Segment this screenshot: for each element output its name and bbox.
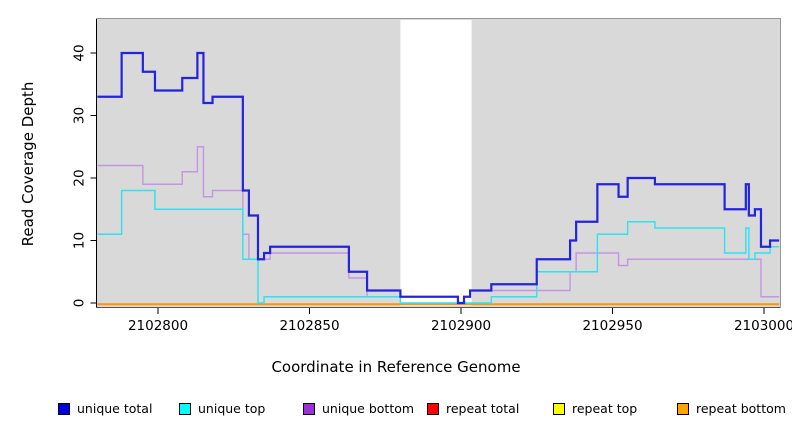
y-tick-label: 30: [72, 107, 88, 124]
legend-item-unique-total: unique total: [58, 401, 152, 417]
legend-label: unique top: [198, 401, 266, 416]
legend: unique total unique top unique bottom repea…: [0, 401, 792, 421]
legend-swatch-repeat-bottom: [677, 403, 689, 415]
x-tick-label: 2102900: [431, 318, 491, 334]
x-tick-label: 2102850: [279, 318, 339, 334]
legend-label: repeat bottom: [696, 401, 786, 416]
series-line-unique-top: [97, 189, 780, 304]
x-tick-label: 2102950: [582, 318, 642, 334]
series-line-unique-bottom: [97, 146, 780, 304]
legend-swatch-unique-bottom: [303, 403, 315, 415]
x-tick-label: 2102800: [128, 318, 188, 334]
y-tick-label: 40: [72, 44, 88, 61]
masked-region: [400, 20, 472, 306]
y-tick-label: 0: [72, 299, 88, 308]
legend-item-repeat-bottom: repeat bottom: [677, 401, 786, 417]
y-tick-label: 10: [72, 232, 88, 249]
x-axis-title: Coordinate in Reference Genome: [271, 358, 521, 376]
legend-swatch-unique-total: [58, 403, 70, 415]
legend-item-repeat-total: repeat total: [427, 401, 519, 417]
legend-label: repeat top: [572, 401, 638, 416]
legend-label: repeat total: [446, 401, 520, 416]
legend-item-unique-bottom: unique bottom: [303, 401, 414, 417]
series-line-unique-total: [97, 51, 780, 305]
legend-item-repeat-top: repeat top: [553, 401, 637, 417]
y-axis-title: Read Coverage Depth: [19, 81, 37, 247]
legend-swatch-repeat-total: [427, 403, 439, 415]
legend-item-unique-top: unique top: [179, 401, 265, 417]
x-tick-label: 2103000: [734, 318, 792, 334]
legend-swatch-repeat-top: [553, 403, 565, 415]
legend-label: unique bottom: [322, 401, 415, 416]
y-tick-label: 20: [72, 169, 88, 186]
legend-swatch-unique-top: [179, 403, 191, 415]
legend-label: unique total: [77, 401, 153, 416]
